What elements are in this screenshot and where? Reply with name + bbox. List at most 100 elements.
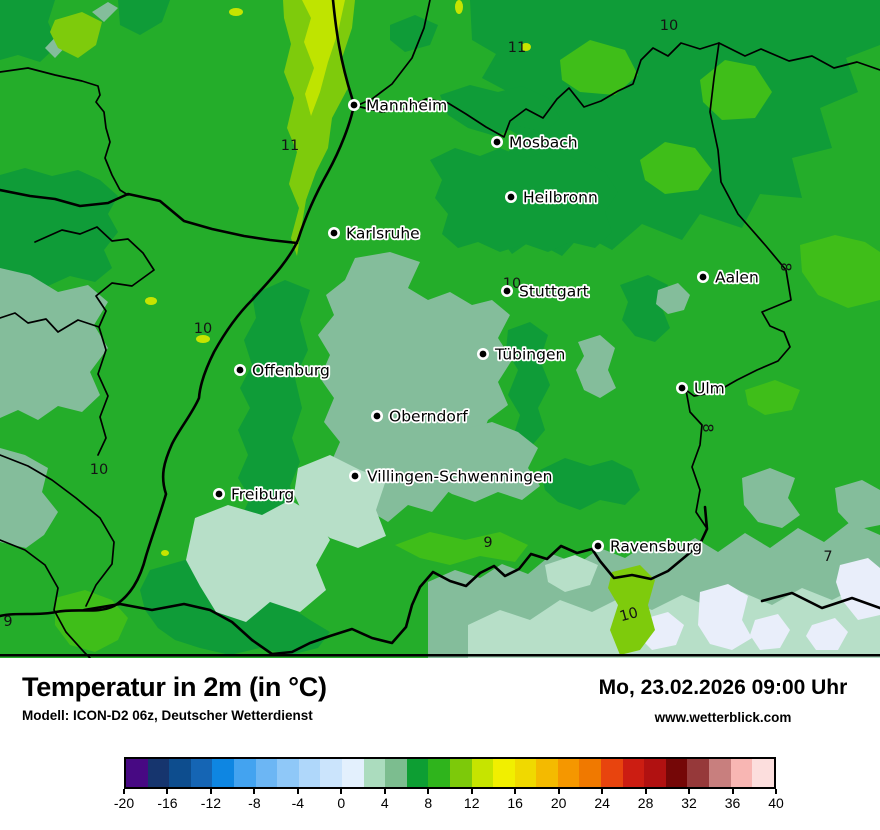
colorbar-tick-mark — [601, 789, 604, 794]
colorbar-cell — [428, 759, 450, 787]
colorbar-cell — [644, 759, 666, 787]
colorbar-cell — [212, 759, 234, 787]
city-label: Freiburg — [231, 486, 294, 504]
city-dot — [678, 384, 686, 392]
colorbar-tick-label: -4 — [291, 795, 305, 811]
colorbar-tick-mark — [296, 789, 299, 794]
border-jura-1 — [0, 454, 115, 607]
colorbar-tick-label: -16 — [157, 795, 178, 811]
city-dot — [507, 193, 515, 201]
colorbar-tick-mark — [470, 789, 473, 794]
colorbar-tick-mark — [166, 789, 169, 794]
city-dot — [350, 101, 358, 109]
border-bavaria — [685, 42, 792, 528]
temp-region-yellow-green — [50, 0, 655, 655]
temp-value-label: 10 — [194, 321, 212, 337]
map-frame-bottom — [0, 654, 880, 657]
border-french-loop — [0, 226, 155, 333]
city-label: Tübingen — [494, 346, 565, 364]
colorbar-tick-label: 28 — [637, 795, 654, 811]
colorbar-tick-mark — [253, 789, 256, 794]
colorbar-tick-mark — [557, 789, 560, 794]
city-label: Karlsruhe — [346, 225, 420, 243]
colorbar-cell — [233, 759, 256, 787]
city-dot — [503, 287, 511, 295]
temp-value-label: 10 — [618, 605, 640, 625]
colorbar-tick-mark — [775, 789, 777, 794]
border-french-loop-tail — [97, 326, 109, 456]
colorbar-cell — [341, 759, 364, 787]
city-label: Offenburg — [252, 362, 330, 380]
city-dot — [236, 366, 244, 374]
city-dot — [699, 273, 707, 281]
colorbar-cell — [126, 759, 148, 787]
colorbar-cell — [147, 759, 170, 787]
colorbar-tick-mark — [731, 789, 734, 794]
colorbar-cell — [169, 759, 191, 787]
colorbar-tick-label: 40 — [768, 795, 784, 811]
colorbar-tick-mark — [644, 789, 647, 794]
city-label: Mannheim — [366, 97, 447, 115]
border-austria — [760, 591, 880, 610]
city-marker-mosbach: Mosbach — [491, 132, 579, 153]
colorbar-cell — [579, 759, 602, 787]
colorbar-cell — [622, 759, 645, 787]
city-label: Aalen — [715, 269, 759, 287]
colorbar-cell — [298, 759, 321, 787]
colorbar-tick-label: 12 — [463, 795, 480, 811]
city-dot — [351, 472, 359, 480]
city-label: Ravensburg — [610, 538, 702, 556]
colorbar-tick-mark — [688, 789, 691, 794]
colorbar-cell — [709, 759, 731, 787]
border-west-diagonal — [0, 188, 299, 245]
colorbar-cell — [752, 759, 774, 787]
temperature-colorbar — [124, 757, 776, 789]
temp-value-label: 11 — [508, 40, 526, 56]
temp-value-label: 9 — [483, 535, 492, 551]
colorbar-tick-label: 16 — [507, 795, 523, 811]
city-markers: Mannheim Mosbach Heilbronn Karlsruhe Stuttga… — [213, 95, 760, 557]
colorbar-cell — [730, 759, 753, 787]
colorbar-tick-label: 32 — [681, 795, 697, 811]
temp-value-label: 10 — [660, 18, 678, 34]
model-info: Modell: ICON-D2 06z, Deutscher Wetterdie… — [22, 708, 313, 723]
city-label: Heilbronn — [523, 189, 598, 207]
colorbar-cell — [385, 759, 407, 787]
map-title: Temperatur in 2m (in °C) — [22, 672, 327, 702]
colorbar-cell — [449, 759, 472, 787]
colorbar-cell — [190, 759, 213, 787]
city-marker-villingen-schwenningen: Villingen-Schwenningen — [349, 466, 554, 487]
city-marker-oberndorf: Oberndorf — [371, 406, 470, 427]
colorbar-cell — [406, 759, 429, 787]
colorbar-cell — [687, 759, 710, 787]
colorbar-tick-label: -8 — [248, 795, 261, 811]
colorbar-cell — [557, 759, 580, 787]
city-dot — [479, 350, 487, 358]
city-marker-heilbronn: Heilbronn — [505, 187, 600, 208]
datetime-label: Mo, 23.02.2026 09:00 Uhr — [598, 676, 848, 699]
colorbar-cell — [536, 759, 558, 787]
colorbar-tick-mark — [427, 789, 430, 794]
temp-region-dark-green — [0, 0, 880, 655]
border-jura-2 — [0, 539, 91, 659]
city-label: Stuttgart — [519, 283, 589, 301]
colorbar-tick-mark — [209, 789, 212, 794]
colorbar-cell — [665, 759, 688, 787]
city-dot — [373, 412, 381, 420]
city-marker-stuttgart: Stuttgart — [501, 281, 590, 302]
city-marker-offenburg: Offenburg — [234, 360, 332, 381]
city-dot — [215, 490, 223, 498]
colorbar-cell — [320, 759, 342, 787]
colorbar-tick-mark — [123, 789, 125, 794]
city-dot — [493, 138, 501, 146]
colorbar-tick-label: 36 — [724, 795, 741, 811]
colorbar-tick-label: -12 — [200, 795, 222, 811]
city-label: Mosbach — [509, 134, 578, 152]
temp-value-label: 10 — [90, 462, 108, 478]
city-label: Oberndorf — [389, 408, 468, 426]
colorbar-cell — [514, 759, 537, 787]
temp-value-label: 7 — [823, 549, 832, 565]
city-marker-karlsruhe: Karlsruhe — [328, 223, 421, 244]
